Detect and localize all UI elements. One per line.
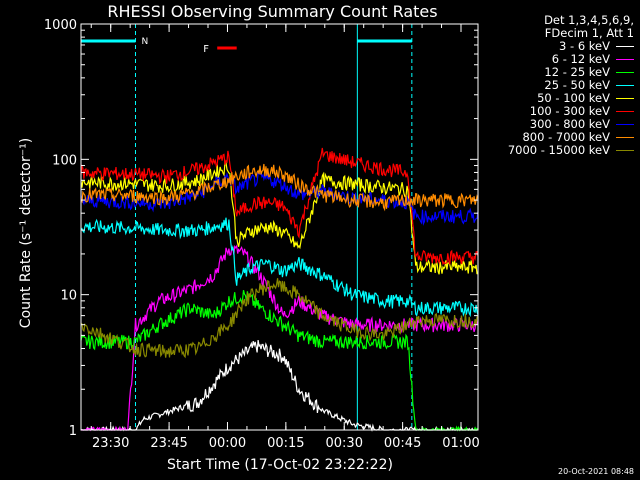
plot-timestamp: 20-Oct-2021 08:48 — [558, 467, 634, 476]
x-tick-label: 01:00 — [442, 436, 479, 451]
legend-header-attenuator: FDecim 1, Att 1 — [544, 26, 634, 40]
legend-entry: 3 - 6 keV — [464, 40, 634, 53]
x-tick-label: 00:15 — [267, 436, 304, 451]
flare-label: F — [203, 44, 209, 55]
legend-entry: 50 - 100 keV — [464, 92, 634, 105]
y-axis-label: Count Rate (s⁻¹ detector⁻¹) — [18, 138, 34, 328]
legend-swatch — [616, 149, 634, 152]
legend-entry-label: 100 - 300 keV — [529, 104, 610, 118]
plot-frame — [80, 23, 479, 431]
series-line-4 — [80, 161, 479, 275]
legend-swatch — [616, 97, 634, 100]
night-label: N — [141, 37, 148, 47]
legend-entry: 100 - 300 keV — [464, 105, 634, 118]
x-tick-label: 00:30 — [326, 436, 363, 451]
legend-entry-label: 6 - 12 keV — [551, 52, 610, 66]
legend-swatch — [616, 58, 634, 61]
legend-entry-label: 3 - 6 keV — [559, 39, 610, 53]
legend-swatch — [616, 110, 634, 113]
legend-entry: 7000 - 15000 keV — [464, 144, 634, 157]
y-tick-label: 1 — [69, 424, 77, 439]
legend-entry-label: 300 - 800 keV — [529, 117, 610, 131]
legend-entry-label: 12 - 25 keV — [544, 65, 610, 79]
legend-swatch — [616, 136, 634, 139]
legend-entry: 25 - 50 keV — [464, 79, 634, 92]
legend-swatch — [616, 123, 634, 126]
legend-swatch — [616, 45, 634, 48]
series-line-7 — [80, 163, 479, 212]
legend-entry: 800 - 7000 keV — [464, 131, 634, 144]
series-line-3 — [80, 217, 479, 318]
y-tick-label: 10 — [60, 289, 77, 304]
y-tick-label: 1000 — [44, 18, 77, 33]
marker-layer: NF — [80, 24, 413, 430]
y-tick-label: 100 — [52, 153, 77, 168]
legend-entry-label: 25 - 50 keV — [544, 78, 610, 92]
series-line-2 — [80, 290, 479, 432]
x-axis-label: Start Time (17-Oct-02 23:22:22) — [167, 457, 393, 473]
x-tick-label: 23:45 — [150, 436, 187, 451]
legend-entries: 3 - 6 keV 6 - 12 keV 12 - 25 keV 25 - 50 ke… — [464, 40, 634, 157]
legend-entry: 6 - 12 keV — [464, 53, 634, 66]
x-tick-label: 00:45 — [384, 436, 421, 451]
legend-swatch — [616, 84, 634, 87]
x-tick-label: 00:00 — [209, 436, 246, 451]
series-line-8 — [80, 278, 479, 359]
series-line-0 — [80, 339, 479, 432]
series-line-1 — [81, 244, 479, 432]
legend-entry: 12 - 25 keV — [464, 66, 634, 79]
legend-entry-label: 800 - 7000 keV — [522, 130, 610, 144]
series-layer — [80, 147, 479, 432]
legend-entry-label: 7000 - 15000 keV — [507, 143, 610, 157]
legend-swatch — [616, 71, 634, 74]
series-line-5 — [80, 147, 479, 266]
legend-entry: 300 - 800 keV — [464, 118, 634, 131]
chart-title: RHESSI Observing Summary Count Rates — [107, 2, 438, 21]
legend-header-detectors: Det 1,3,4,5,6,9, — [544, 13, 634, 27]
legend: Det 1,3,4,5,6,9, FDecim 1, Att 1 3 - 6 k… — [464, 14, 634, 157]
x-tick-label: 23:30 — [92, 436, 129, 451]
axes-layer: 1 10 100 1000 23:30 23:45 00:00 00:15 00:30 00:45… — [44, 18, 480, 451]
legend-entry-label: 50 - 100 keV — [537, 91, 610, 105]
